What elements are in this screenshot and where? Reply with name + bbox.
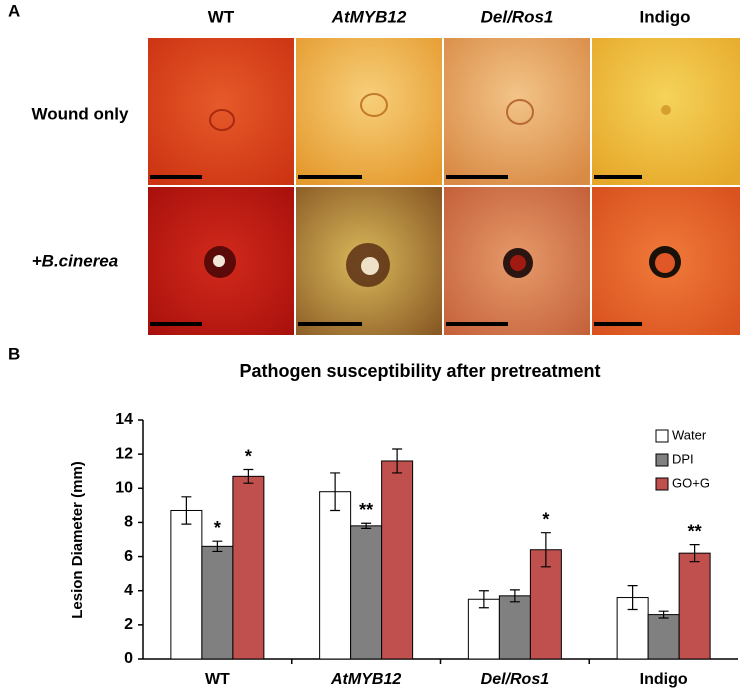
bar xyxy=(529,549,562,660)
bar xyxy=(647,614,680,660)
bar xyxy=(232,475,265,660)
bar xyxy=(381,460,414,660)
column-header: AtMYB12 xyxy=(331,7,407,26)
chart-title: Pathogen susceptibility after pretreatme… xyxy=(239,361,600,381)
significance-label: * xyxy=(542,509,549,529)
error-bar xyxy=(243,468,254,484)
row-label: Wound only xyxy=(32,104,129,123)
row-label: +B.cinerea xyxy=(32,251,118,270)
wound xyxy=(360,93,388,117)
error-bar xyxy=(509,589,520,603)
column-header: Del/Ros1 xyxy=(481,7,554,26)
legend-label: DPI xyxy=(672,451,694,466)
bar xyxy=(319,491,352,660)
error-bar xyxy=(181,496,192,525)
y-tick-label: 12 xyxy=(115,445,133,462)
y-tick-label: 4 xyxy=(124,582,133,599)
significance-label: ** xyxy=(359,500,373,520)
bar xyxy=(467,598,500,660)
error-bar xyxy=(330,472,341,512)
photo xyxy=(148,38,294,185)
significance-label: * xyxy=(245,446,252,466)
x-tick-label: Indigo xyxy=(640,671,688,688)
bar xyxy=(350,525,383,660)
legend-swatch xyxy=(655,429,669,443)
error-bar xyxy=(658,610,669,619)
x-tick-label: AtMYB12 xyxy=(330,671,401,688)
legend-swatch xyxy=(655,477,669,491)
wound xyxy=(661,105,671,115)
photo xyxy=(444,38,590,185)
x-tick-label: WT xyxy=(205,671,230,688)
error-bar xyxy=(212,540,223,553)
bar xyxy=(170,509,203,660)
photo xyxy=(296,38,442,185)
bar xyxy=(201,545,234,660)
error-bar xyxy=(361,522,372,530)
scale-bars xyxy=(150,175,642,326)
photo-grid xyxy=(148,38,740,335)
error-bar xyxy=(478,590,489,609)
bar xyxy=(678,552,711,660)
column-header: Indigo xyxy=(640,7,691,26)
significance-label: * xyxy=(214,518,221,538)
y-tick-label: 8 xyxy=(124,514,133,531)
error-bar xyxy=(392,448,403,474)
legend-swatch xyxy=(655,453,669,467)
y-tick-label: 6 xyxy=(124,548,133,565)
wound xyxy=(510,255,526,271)
y-tick-label: 10 xyxy=(115,480,133,497)
legend-label: GO+G xyxy=(672,475,710,490)
error-bar xyxy=(540,532,551,568)
legend-label: Water xyxy=(672,427,707,442)
significance-label: ** xyxy=(688,521,702,541)
column-header: WT xyxy=(208,7,235,26)
panel-label: B xyxy=(8,344,20,363)
y-tick-label: 14 xyxy=(115,411,133,428)
wound xyxy=(213,255,225,267)
y-tick-label: 0 xyxy=(124,650,133,667)
x-tick-label: Del/Ros1 xyxy=(481,671,550,688)
error-bar xyxy=(627,584,638,611)
wound xyxy=(361,257,379,275)
panel-label: A xyxy=(8,1,20,20)
bar xyxy=(498,595,531,660)
y-axis-label: Lesion Diameter (mm) xyxy=(69,461,86,619)
error-bar xyxy=(689,544,700,563)
wound xyxy=(655,253,675,273)
wound xyxy=(506,99,534,125)
y-tick-label: 2 xyxy=(124,616,133,633)
wound xyxy=(209,109,235,131)
